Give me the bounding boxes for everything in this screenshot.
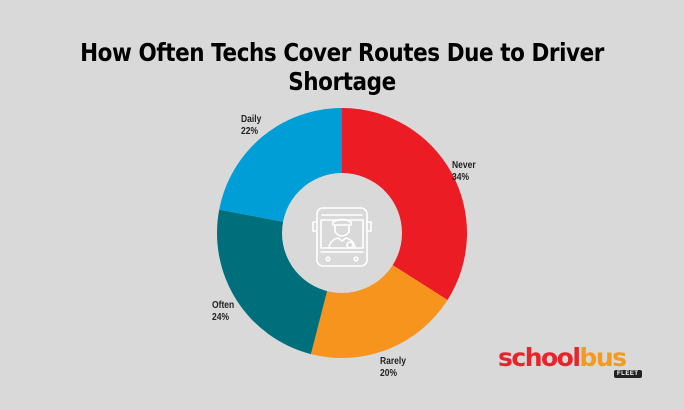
- schoolbus-fleet-logo: schoolbus FLEET: [498, 343, 642, 378]
- logo-bus-text: bus: [579, 343, 627, 372]
- label-often: Often 24%: [212, 300, 235, 323]
- donut-hole: [282, 173, 402, 293]
- bus-driver-icon: [312, 207, 372, 267]
- logo-school-text: school: [498, 343, 581, 372]
- label-never: Never 34%: [452, 160, 476, 183]
- chart-title: How Often Techs Cover Routes Due to Driv…: [80, 38, 604, 96]
- logo-fleet-badge: FLEET: [614, 370, 642, 378]
- label-rarely: Rarely 20%: [380, 356, 406, 379]
- label-daily: Daily 22%: [241, 114, 262, 137]
